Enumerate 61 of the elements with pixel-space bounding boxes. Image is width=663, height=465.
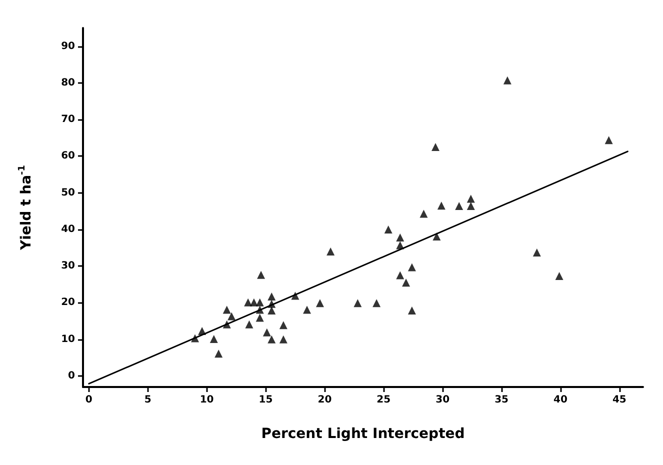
point [291, 292, 300, 300]
x-tick-label: 30 [436, 394, 450, 406]
point [532, 248, 541, 257]
point [250, 298, 258, 306]
x-tick-label: 5 [144, 394, 152, 406]
point [262, 328, 271, 336]
point [244, 298, 252, 306]
point [245, 320, 254, 328]
x-tick-label: 25 [376, 394, 391, 406]
y-tick-label: 70 [61, 114, 76, 126]
point [354, 299, 362, 308]
y-tick-label: 40 [61, 224, 76, 235]
x-tick-label: 10 [200, 394, 214, 406]
point [268, 292, 276, 301]
point [604, 136, 613, 144]
point [432, 232, 441, 240]
point [268, 335, 276, 344]
point [466, 194, 475, 203]
x-tick-label: 20 [318, 394, 332, 406]
point [316, 299, 324, 308]
y-tick-label: 20 [61, 297, 76, 308]
y-tick-label: 90 [61, 40, 76, 52]
point [256, 298, 264, 306]
point [396, 271, 404, 280]
point [432, 143, 440, 152]
point [420, 210, 428, 218]
point [222, 306, 231, 314]
y-tick-label: 30 [61, 260, 76, 272]
point [256, 314, 264, 322]
point [555, 272, 564, 280]
point [214, 350, 223, 358]
point [303, 306, 311, 314]
point [279, 335, 288, 344]
point [326, 247, 335, 256]
point [437, 202, 446, 210]
x-tick-label: 15 [258, 394, 273, 406]
y-axis-title: Yield t ha-1 [18, 164, 34, 252]
y-tick-label: 80 [61, 77, 76, 88]
point [372, 299, 381, 308]
y-tick-label: 60 [61, 150, 76, 162]
x-tick-label: 45 [612, 394, 626, 406]
x-tick-label: 0 [85, 394, 92, 406]
y-tick-label: 50 [61, 187, 76, 198]
y-tick-label: 10 [61, 334, 76, 345]
point [408, 306, 416, 314]
point [268, 306, 276, 314]
point [455, 202, 464, 210]
point [408, 263, 416, 272]
point [210, 335, 218, 344]
y-tick-label: 0 [68, 370, 76, 382]
x-tick-label: 40 [554, 394, 568, 406]
point [384, 225, 392, 234]
point [503, 76, 512, 84]
point [279, 321, 288, 330]
x-axis-title: Percent Light Intercepted [261, 426, 465, 442]
point [402, 278, 410, 287]
point [257, 270, 266, 279]
point [396, 234, 404, 242]
point [228, 312, 236, 320]
point [466, 202, 475, 210]
x-tick-label: 35 [494, 394, 509, 406]
